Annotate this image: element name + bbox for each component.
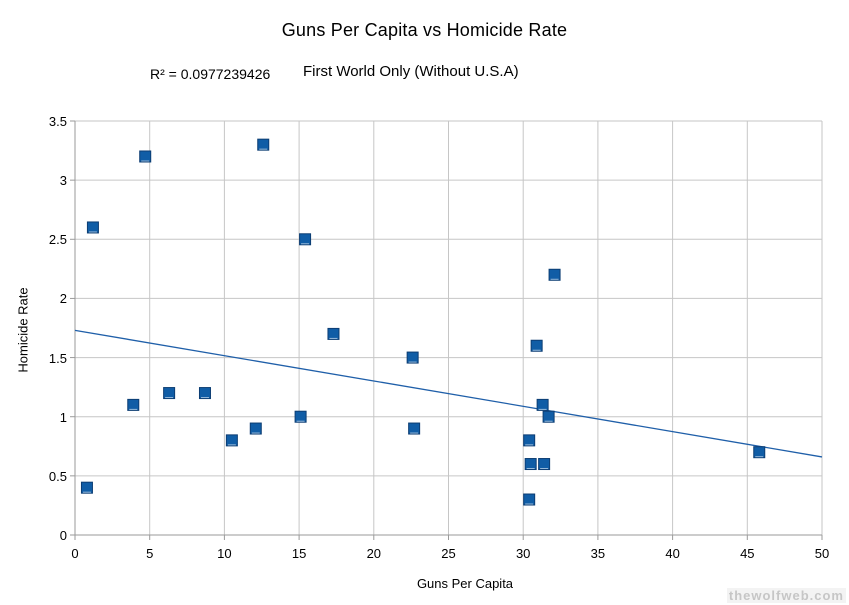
data-point-marker: [294, 410, 307, 423]
data-point-marker: [530, 339, 543, 352]
x-tick-label: 20: [366, 546, 382, 561]
data-point-marker: [249, 422, 262, 435]
y-tick-label: 3.5: [48, 114, 67, 129]
data-point-marker: [80, 481, 93, 494]
chart-title: Guns Per Capita vs Homicide Rate: [281, 20, 568, 40]
x-tick-label: 30: [515, 546, 531, 561]
y-tick-label: 0: [59, 528, 67, 543]
data-point-marker: [408, 422, 421, 435]
trend-line: [74, 329, 823, 458]
data-point-marker: [538, 458, 551, 471]
data-point-marker: [524, 458, 537, 471]
x-tick-label: 35: [590, 546, 606, 561]
y-tick-label: 3: [59, 173, 67, 189]
data-point-marker: [163, 387, 176, 400]
x-tick-label: 15: [291, 546, 307, 561]
y-tick-label: 2.5: [48, 232, 67, 248]
x-tick-label: 50: [814, 546, 830, 561]
y-tick-label: 1.5: [48, 350, 67, 366]
data-point-marker: [299, 233, 312, 246]
x-tick-label: 5: [146, 546, 154, 561]
y-tick-label: 0.5: [48, 468, 67, 484]
data-point-marker: [327, 327, 340, 340]
data-point-marker: [753, 446, 766, 459]
x-axis-title: Guns Per Capita: [416, 576, 514, 591]
data-point-marker: [139, 150, 152, 163]
data-point-marker: [86, 221, 99, 234]
data-point-marker: [523, 493, 536, 506]
chart-subtitle: First World Only (Without U.S.A): [303, 63, 519, 80]
x-tick-label: 40: [665, 546, 680, 561]
data-point-marker: [198, 387, 211, 400]
x-tick-label: 45: [740, 546, 755, 561]
data-point-marker: [523, 434, 536, 447]
x-tick-label: 25: [441, 546, 456, 561]
watermark: thewolfweb.com: [726, 588, 846, 603]
data-point-marker: [127, 398, 140, 411]
data-point-marker: [548, 268, 561, 281]
y-tick-label: 2: [59, 291, 67, 307]
x-tick-label: 0: [71, 546, 79, 561]
data-point-marker: [536, 398, 549, 411]
data-point-marker: [406, 351, 419, 364]
y-tick-label: 1: [59, 409, 67, 425]
data-point-marker: [542, 410, 555, 423]
data-point-marker: [225, 434, 238, 447]
x-tick-label: 10: [217, 546, 232, 561]
r-squared-label: R² = 0.0977239426: [150, 66, 271, 82]
data-point-marker: [257, 138, 270, 151]
